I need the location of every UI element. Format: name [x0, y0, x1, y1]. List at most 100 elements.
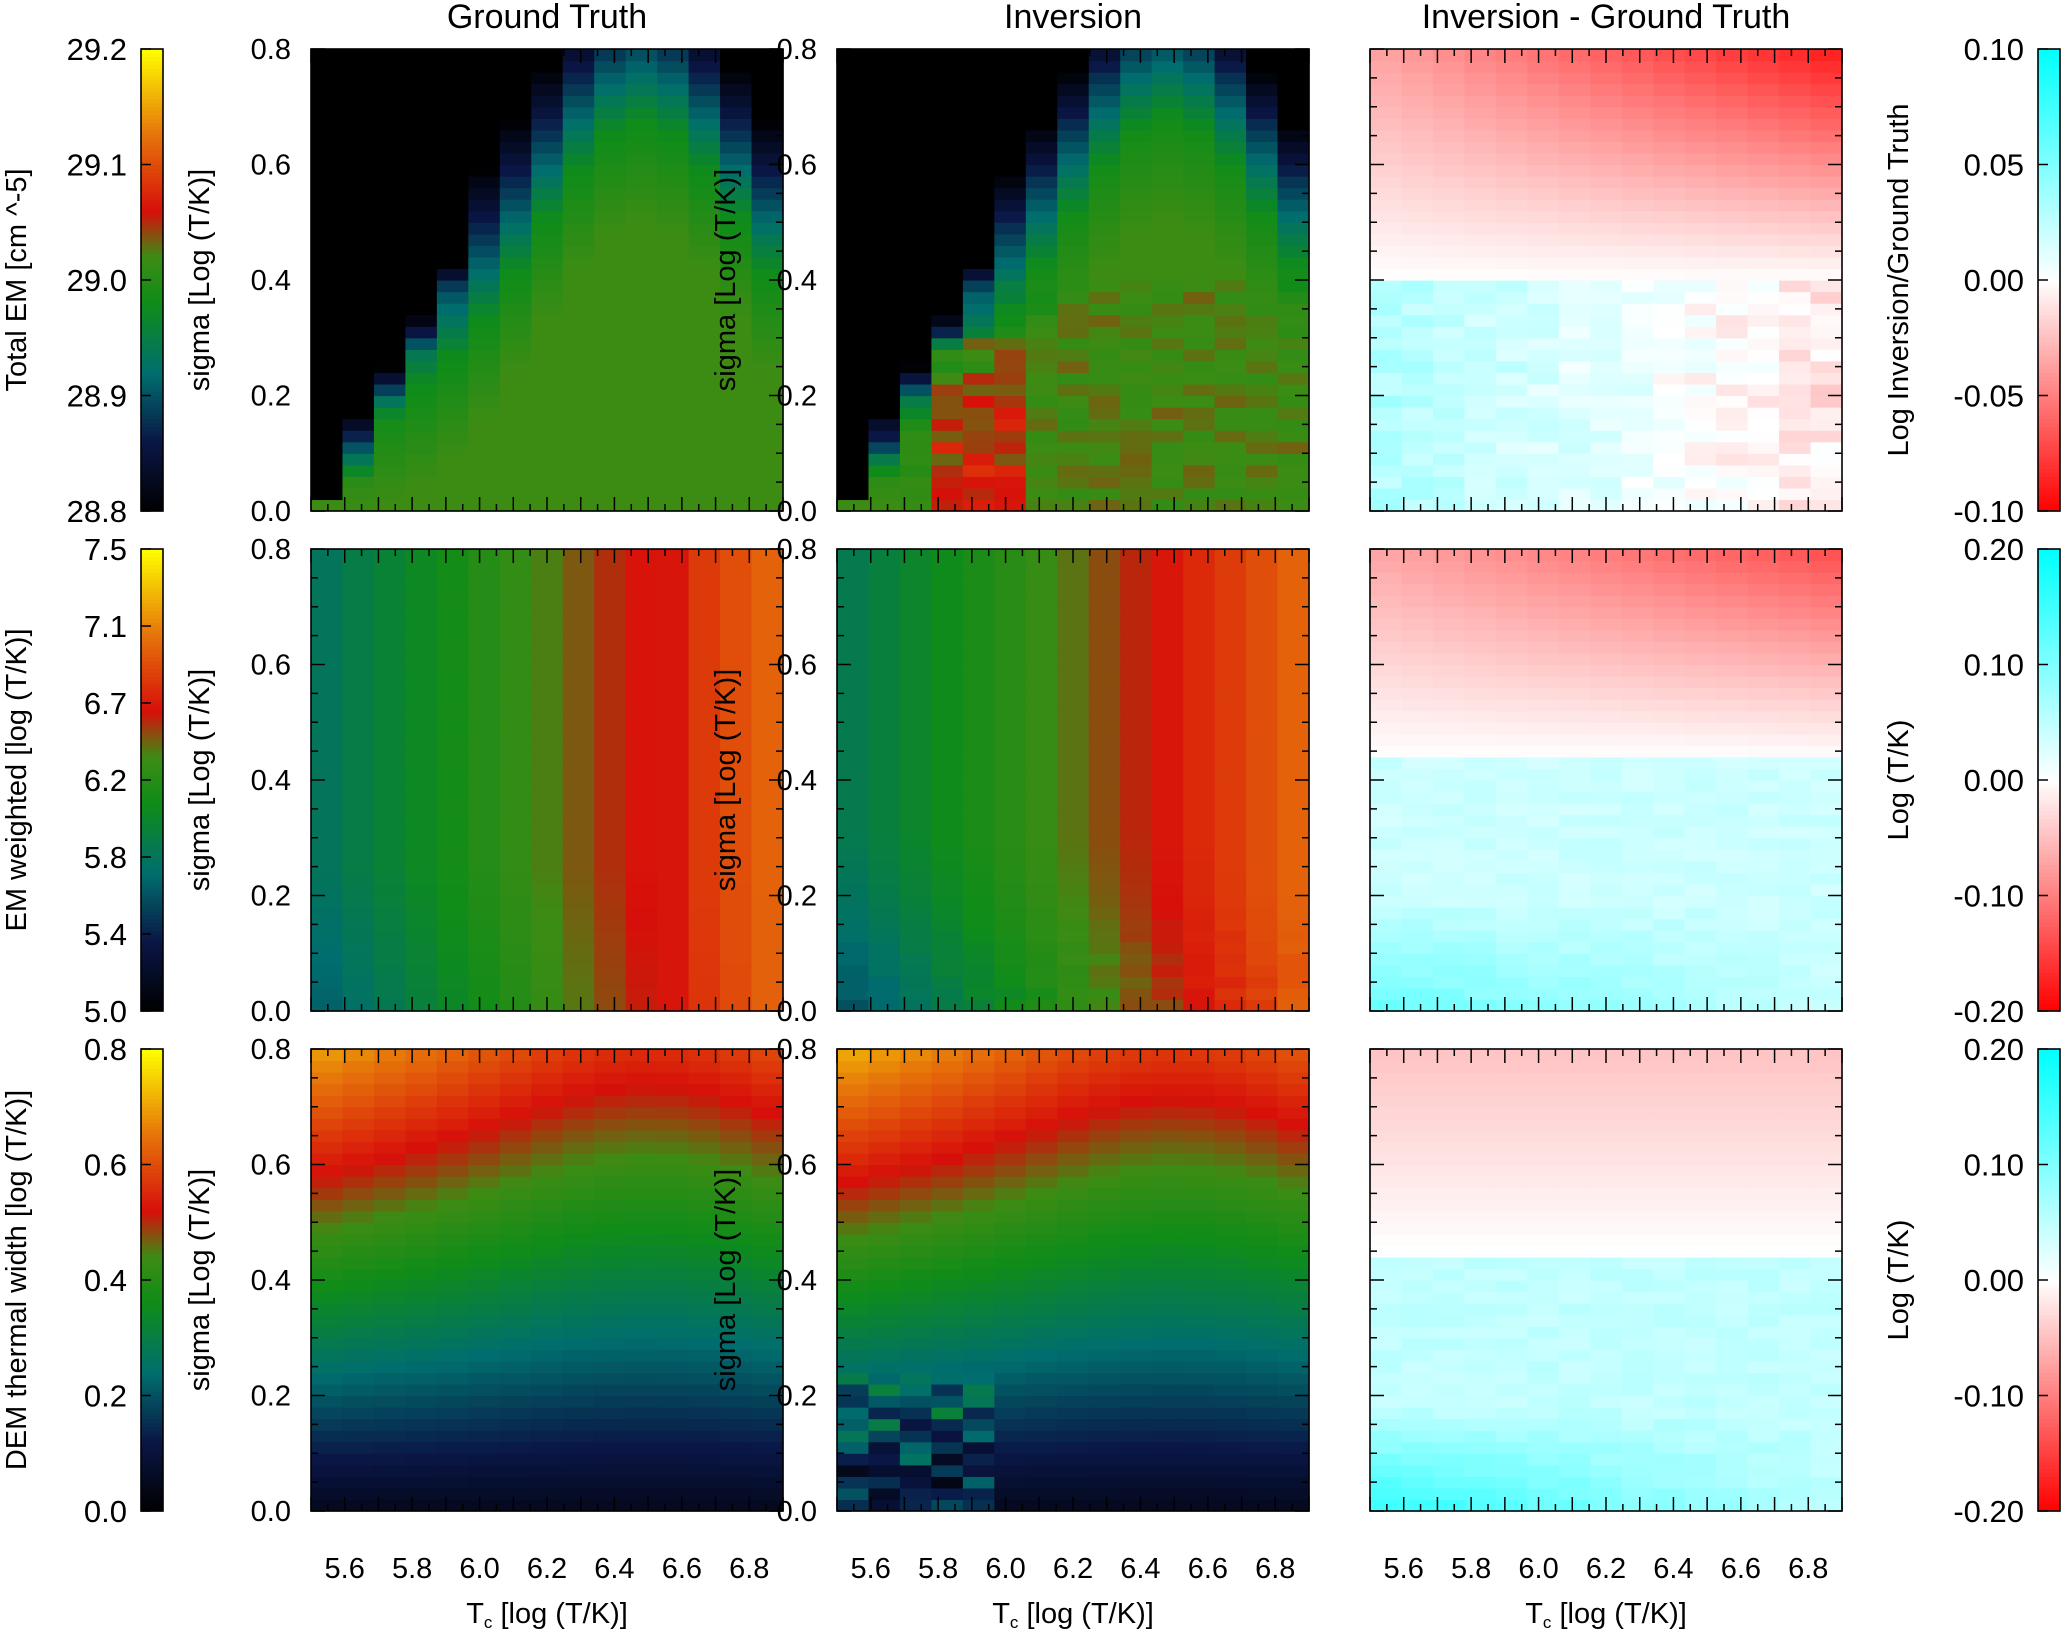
heatmap-cell [1401, 641, 1434, 654]
heatmap-cell [1558, 49, 1591, 62]
heatmap-cell [562, 930, 595, 943]
heatmap-cell [625, 418, 658, 431]
heatmap-cell [373, 953, 406, 966]
heatmap-cell [1088, 187, 1121, 200]
heatmap-cell [837, 803, 870, 816]
heatmap-cell [311, 49, 344, 62]
heatmap-cell [720, 791, 753, 804]
heatmap-cell [436, 1106, 469, 1119]
heatmap-cell [1810, 210, 1843, 223]
colorbar-step [141, 768, 163, 773]
heatmap-cell [994, 687, 1027, 700]
heatmap-cell [962, 849, 995, 862]
heatmap-cell [1401, 487, 1434, 501]
heatmap-cell [1810, 964, 1843, 977]
heatmap-cell [436, 560, 469, 573]
heatmap-cell [468, 441, 501, 454]
heatmap-cell [1716, 187, 1749, 200]
heatmap-cell [1432, 849, 1465, 862]
heatmap-cell [594, 176, 627, 189]
heatmap-cell [868, 964, 901, 977]
heatmap-cell [562, 987, 595, 1001]
heatmap-cell [405, 1141, 438, 1154]
heatmap-cell [868, 710, 901, 723]
heatmap-cell [436, 699, 469, 712]
heatmap-cell [962, 860, 995, 873]
heatmap-cell [1779, 199, 1812, 212]
heatmap-cell [1810, 430, 1843, 443]
heatmap-cell [499, 930, 532, 943]
colorbar-step [2038, 310, 2060, 316]
heatmap-cell [1151, 883, 1184, 897]
heatmap-cell [531, 164, 564, 177]
colorbar-step [141, 376, 163, 381]
heatmap-cell [373, 803, 406, 816]
heatmap-cell [868, 895, 901, 908]
colorbar-step [2038, 899, 2060, 904]
heatmap-cell [1810, 245, 1843, 258]
heatmap-cell [868, 930, 901, 943]
heatmap-cell [562, 941, 595, 954]
heatmap-cell [1716, 141, 1749, 154]
heatmap-cell [868, 372, 901, 385]
heatmap-cell [868, 95, 901, 108]
colorbar-step [141, 556, 163, 562]
heatmap-cell [311, 1487, 344, 1501]
heatmap-cell [868, 618, 901, 631]
colorbar-step [2038, 549, 2060, 554]
colorbar-step [2038, 679, 2060, 685]
heatmap-cell [868, 768, 901, 781]
heatmap-cell [1088, 83, 1121, 96]
heatmap-cell [405, 907, 438, 920]
heatmap-cell [1716, 629, 1749, 642]
colorbar-step [2038, 337, 2060, 343]
colorbar-step [2038, 299, 2060, 304]
heatmap-cell [720, 499, 753, 512]
heatmap-cell [1120, 756, 1153, 770]
heatmap-cell [1370, 907, 1403, 920]
heatmap-cell [562, 860, 595, 873]
heatmap-cell [373, 441, 406, 454]
heatmap-cell [468, 199, 501, 212]
heatmap-cell [1621, 291, 1654, 304]
heatmap-cell [899, 999, 932, 1012]
heatmap-cell [342, 1303, 375, 1316]
heatmap-cell [311, 733, 344, 746]
heatmap-cell [342, 814, 375, 827]
heatmap-cell [899, 349, 932, 362]
heatmap-cell [405, 572, 438, 585]
heatmap-cell [688, 245, 721, 258]
heatmap-cell [899, 280, 932, 293]
heatmap-cell [1151, 907, 1184, 920]
heatmap-cell [1432, 860, 1465, 873]
heatmap-cell [1558, 687, 1591, 700]
heatmap-cell [1088, 699, 1121, 712]
heatmap-cell [1151, 941, 1184, 954]
heatmap-cell [837, 583, 870, 596]
heatmap-cell [1684, 453, 1717, 466]
heatmap-cell [899, 476, 932, 489]
heatmap-cell [531, 268, 564, 281]
y-axis-label: sigma [Log (T/K)] [184, 169, 216, 391]
heatmap-cell [625, 210, 658, 223]
heatmap-cell [1246, 941, 1279, 954]
heatmap-cell [342, 1199, 375, 1212]
heatmap-cell [1527, 118, 1560, 131]
heatmap-cell [1590, 941, 1623, 954]
heatmap-cell [837, 883, 870, 897]
heatmap-cell [562, 664, 595, 677]
colorbar-tick-label: 0.20 [1964, 532, 2024, 567]
heatmap-cell [436, 383, 469, 397]
heatmap-cell [1246, 780, 1279, 793]
heatmap-cell [1810, 291, 1843, 304]
heatmap-cell [1684, 664, 1717, 677]
heatmap-cell [1088, 953, 1121, 966]
heatmap-cell [1621, 464, 1654, 477]
heatmap-cell [1527, 453, 1560, 466]
heatmap-cell [1088, 418, 1121, 431]
heatmap-cell [625, 618, 658, 631]
heatmap-cell [1214, 152, 1247, 166]
colorbar-step [141, 660, 163, 666]
heatmap-cell [1653, 745, 1686, 758]
heatmap-cell [1464, 733, 1497, 746]
